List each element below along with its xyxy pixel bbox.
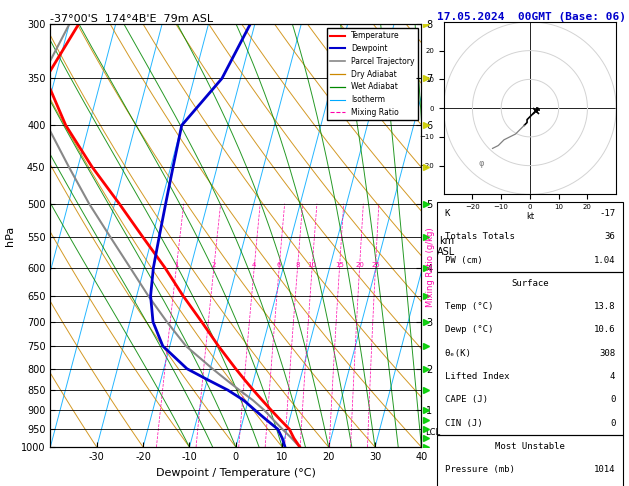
Text: 1014: 1014	[594, 466, 615, 474]
Text: 4: 4	[252, 262, 257, 268]
Text: Pressure (mb): Pressure (mb)	[445, 466, 515, 474]
X-axis label: Dewpoint / Temperature (°C): Dewpoint / Temperature (°C)	[156, 468, 316, 478]
Text: 2: 2	[212, 262, 216, 268]
Text: θₑ(K): θₑ(K)	[445, 349, 472, 358]
Text: CIN (J): CIN (J)	[445, 419, 482, 428]
Text: Temp (°C): Temp (°C)	[445, 302, 493, 311]
Text: 6: 6	[277, 262, 281, 268]
Text: Mixing Ratio (g/kg): Mixing Ratio (g/kg)	[426, 227, 435, 307]
Text: 4: 4	[610, 372, 615, 381]
Text: 0: 0	[610, 396, 615, 404]
Text: Lifted Index: Lifted Index	[445, 372, 509, 381]
Text: Most Unstable: Most Unstable	[495, 442, 565, 451]
Y-axis label: km
ASL: km ASL	[437, 236, 455, 257]
X-axis label: kt: kt	[526, 211, 534, 221]
Text: 15: 15	[335, 262, 344, 268]
Y-axis label: hPa: hPa	[6, 226, 15, 246]
Text: K: K	[445, 209, 450, 218]
Legend: Temperature, Dewpoint, Parcel Trajectory, Dry Adiabat, Wet Adiabat, Isotherm, Mi: Temperature, Dewpoint, Parcel Trajectory…	[326, 28, 418, 120]
Text: 0: 0	[610, 419, 615, 428]
Text: 8: 8	[295, 262, 300, 268]
Text: Dewp (°C): Dewp (°C)	[445, 326, 493, 334]
Text: 1.04: 1.04	[594, 256, 615, 264]
Text: 20: 20	[355, 262, 364, 268]
Text: 17.05.2024  00GMT (Base: 06): 17.05.2024 00GMT (Base: 06)	[437, 12, 626, 22]
Text: 10: 10	[308, 262, 316, 268]
Text: 308: 308	[599, 349, 615, 358]
Text: LCL: LCL	[426, 428, 441, 437]
Text: 25: 25	[371, 262, 380, 268]
Text: Totals Totals: Totals Totals	[445, 232, 515, 241]
Text: 36: 36	[604, 232, 615, 241]
Text: φ: φ	[478, 158, 484, 168]
Text: PW (cm): PW (cm)	[445, 256, 482, 264]
Text: 1: 1	[174, 262, 179, 268]
Text: -37°00'S  174°4B'E  79m ASL: -37°00'S 174°4B'E 79m ASL	[50, 14, 213, 23]
Text: 13.8: 13.8	[594, 302, 615, 311]
Text: Surface: Surface	[511, 279, 548, 288]
Text: -17: -17	[599, 209, 615, 218]
Text: 10.6: 10.6	[594, 326, 615, 334]
Text: CAPE (J): CAPE (J)	[445, 396, 487, 404]
